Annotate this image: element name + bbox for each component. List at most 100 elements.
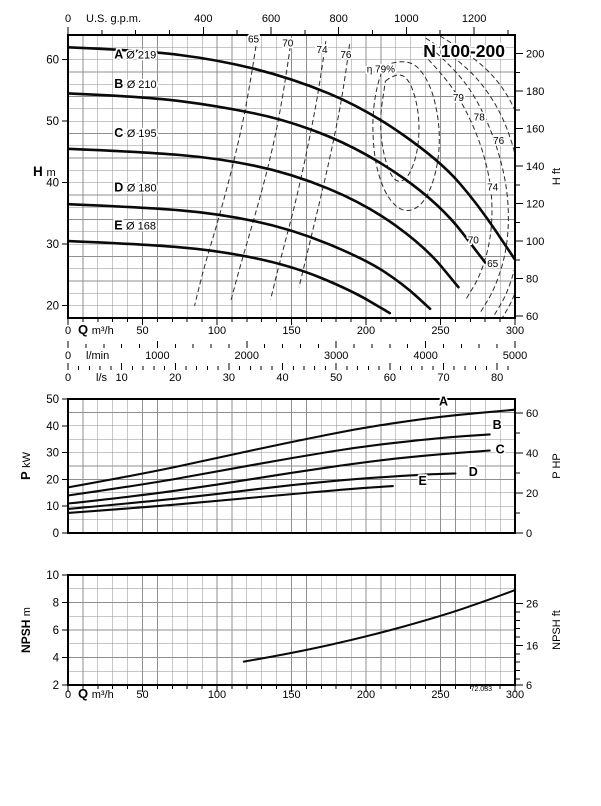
- axis-title-H-m: H m: [33, 164, 56, 179]
- axis-title-Q-m3h: Q m³/h: [78, 322, 114, 337]
- head-curves: [68, 46, 515, 315]
- npsh-m-tick-label: 6: [53, 625, 59, 637]
- lmin-tick-label: 4000: [413, 350, 437, 362]
- lmin-tick-label: 2000: [235, 350, 259, 362]
- impeller-label-E: E Ø 168: [114, 218, 156, 232]
- plot-frame: [67, 398, 516, 534]
- efficiency-label: 65: [487, 259, 499, 270]
- npsh-q-tick-label: 0: [65, 689, 71, 701]
- h-m-tick-label: 60: [46, 55, 59, 67]
- h-ft-tick-label: 100: [526, 236, 544, 248]
- npsh-q-tick-label: 150: [282, 689, 300, 701]
- gpm-tick-label: 600: [262, 13, 280, 25]
- power-label-A: A: [439, 394, 448, 408]
- impeller-label-B: B Ø 210: [114, 77, 156, 91]
- npsh-chart: 2 4 6 8 10 NPSH m 6 16 26 NPSH ft 0 50 100 150 200 250 3…: [19, 570, 563, 701]
- p-kw-tick-label: 50: [46, 394, 59, 406]
- p-hp-tick-label: 60: [526, 408, 538, 420]
- power-chart: A BC D E 0 10 20 30 40 50 P kW 0 20 40 60 P HP: [18, 393, 563, 540]
- efficiency-label: 74: [487, 183, 499, 194]
- q-m3h-tick-label: 300: [506, 325, 524, 337]
- efficiency-contour-65-left: [194, 38, 258, 306]
- p-kw-tick-label: 0: [53, 528, 59, 540]
- efficiency-contour-70-left: [229, 38, 292, 303]
- efficiency-label: 79: [453, 93, 465, 104]
- head-chart: A Ø 219 B Ø 210 C Ø 195 D Ø 180 E Ø 168 65 70 7…: [33, 13, 563, 384]
- npsh-ft-tick-label: 6: [526, 680, 532, 692]
- efficiency-label: 78: [474, 113, 486, 124]
- npsh-q-tick-label: 100: [208, 689, 226, 701]
- h-m-tick-label: 30: [46, 239, 59, 251]
- efficiency-contour-76-right: [422, 53, 493, 300]
- efficiency-label: 70: [282, 39, 294, 50]
- axis-title-NPSH-m: NPSH m: [19, 607, 33, 653]
- axis-title-npsh-Q: Q m³/h: [78, 686, 114, 701]
- axis-title-P-HP: P HP: [551, 453, 563, 478]
- head-curve-C: [68, 147, 460, 289]
- ls-tick-label: 60: [384, 372, 396, 384]
- npsh-q-tick-label: 50: [136, 689, 148, 701]
- head-curve-A: [68, 46, 515, 261]
- efficiency-contour-65-right: [437, 35, 515, 318]
- axis-title-us-gpm: U.S. g.p.m.: [86, 13, 141, 25]
- h-ft-tick-label: 60: [526, 311, 538, 323]
- h-ft-tick-label: 180: [526, 86, 544, 98]
- npsh-m-tick-label: 4: [53, 653, 60, 665]
- axis-title-lmin: l/min: [86, 350, 109, 362]
- h-ft-tick-label: 80: [526, 274, 538, 286]
- efficiency-contour-74-left: [270, 41, 327, 300]
- efficiency-label: 65: [248, 34, 260, 45]
- p-kw-tick-label: 30: [46, 448, 59, 460]
- head-curve-D: [68, 202, 432, 311]
- power-curves: [68, 408, 515, 514]
- h-ft-tick-label: 120: [526, 199, 544, 211]
- h-ft-tick-label: 140: [526, 161, 544, 173]
- lmin-tick-label: 0: [65, 350, 71, 362]
- efficiency-label: 76: [340, 50, 352, 61]
- efficiency-contour-76-left: [298, 44, 351, 288]
- gpm-tick-label: 1000: [394, 13, 418, 25]
- q-m3h-tick-label: 250: [431, 325, 449, 337]
- power-curve-B: [68, 433, 491, 497]
- h-ft-tick-label: 200: [526, 49, 544, 61]
- h-m-tick-label: 20: [46, 301, 59, 313]
- ls-tick-label: 0: [65, 372, 71, 384]
- power-curve-C: [68, 449, 491, 505]
- h-m-tick-label: 40: [46, 178, 59, 190]
- npsh-ft-tick-label: 26: [526, 599, 538, 611]
- npsh-q-tick-label: 250: [431, 689, 449, 701]
- npsh-q-tick-label: 200: [357, 689, 375, 701]
- ls-tick-label: 80: [491, 372, 503, 384]
- axis-title-NPSH-ft: NPSH ft: [551, 610, 563, 650]
- p-hp-tick-label: 40: [526, 448, 538, 460]
- axis-title-P-kW: P kW: [18, 451, 33, 480]
- axis-title-H-ft: H ft: [551, 168, 563, 185]
- head-curve-E: [68, 239, 392, 315]
- power-label-E: E: [418, 474, 426, 488]
- ls-tick-label: 30: [223, 372, 235, 384]
- efficiency-contour-79-loop: [380, 74, 420, 182]
- figure-code: 72.033: [471, 686, 493, 693]
- npsh-curve: [242, 589, 515, 663]
- npsh-ft-tick-label: 16: [526, 640, 538, 652]
- ls-tick-label: 20: [169, 372, 181, 384]
- power-curve-D: [68, 472, 457, 510]
- q-m3h-tick-label: 200: [357, 325, 375, 337]
- head-curve-B: [68, 92, 487, 264]
- lmin-tick-label: 3000: [324, 350, 348, 362]
- npsh-q-tick-label: 300: [506, 689, 524, 701]
- efficiency-contours: [194, 35, 515, 318]
- gpm-tick-label: 400: [194, 13, 212, 25]
- p-kw-tick-label: 10: [46, 501, 59, 513]
- lmin-tick-label: 1000: [145, 350, 169, 362]
- efficiency-label: 76: [493, 136, 505, 147]
- h-m-tick-label: 50: [46, 116, 59, 128]
- gpm-tick-label: 1200: [462, 13, 486, 25]
- p-kw-tick-label: 40: [46, 421, 59, 433]
- q-m3h-tick-label: 100: [208, 325, 226, 337]
- npsh-curve-group: [242, 589, 515, 663]
- ls-tick-label: 10: [116, 372, 128, 384]
- ls-tick-label: 70: [437, 372, 449, 384]
- npsh-m-tick-label: 8: [53, 598, 59, 610]
- p-hp-tick-label: 0: [526, 528, 532, 540]
